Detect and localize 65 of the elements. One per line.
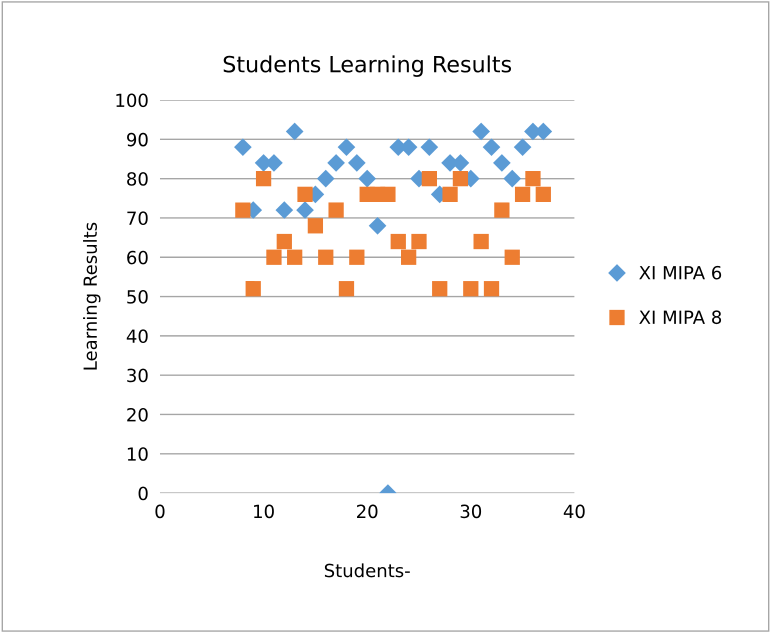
point: [358, 170, 376, 188]
point: [246, 281, 261, 296]
point: [420, 138, 438, 156]
point: [338, 281, 354, 296]
point: [349, 250, 364, 265]
x-tick-label: 0: [155, 504, 165, 518]
point: [474, 234, 489, 250]
y-axis-title: Learning Results: [83, 222, 101, 370]
point: [400, 250, 416, 265]
y-tick-label: 70: [127, 211, 148, 226]
point: [234, 138, 252, 156]
y-tick-label: 50: [127, 290, 148, 304]
point: [256, 170, 272, 186]
point: [338, 138, 356, 156]
x-tick-label: 40: [564, 504, 585, 518]
point: [235, 202, 251, 218]
point: [422, 170, 437, 186]
y-tick-label: 80: [127, 172, 148, 186]
point: [482, 138, 500, 156]
y-tick-label: 90: [127, 132, 148, 146]
point: [287, 250, 302, 265]
point: [514, 138, 532, 156]
point: [493, 154, 511, 172]
point: [504, 250, 520, 265]
legend-label: XI MIPA 8: [639, 310, 722, 324]
point: [442, 186, 458, 202]
y-tick-label: 0: [138, 486, 148, 500]
y-tick-label: 40: [126, 329, 148, 343]
point: [390, 234, 406, 250]
chart-title: Students Learning Results: [224, 55, 512, 77]
point: [327, 154, 345, 172]
x-tick-label: 20: [357, 504, 378, 518]
point: [308, 218, 324, 234]
y-tick-label: 10: [128, 447, 148, 461]
point: [472, 122, 490, 140]
point: [297, 186, 313, 202]
point: [484, 281, 500, 296]
point: [411, 234, 427, 250]
point: [296, 201, 314, 219]
y-tick-label: 30: [127, 368, 148, 382]
point: [368, 216, 386, 235]
x-tick-label: 10: [254, 504, 274, 518]
point: [328, 202, 344, 218]
legend-label: XI MIPA 6: [639, 266, 722, 280]
point: [463, 281, 478, 296]
point: [380, 186, 396, 202]
y-tick-label: 20: [127, 408, 148, 422]
x-axis-title: Students-: [324, 563, 410, 578]
x-tick-label: 30: [460, 504, 482, 518]
point: [452, 170, 468, 186]
point: [276, 234, 292, 250]
point: [503, 170, 522, 188]
point: [432, 281, 448, 296]
point: [318, 250, 334, 265]
point: [494, 202, 510, 218]
point: [316, 170, 335, 188]
point: [266, 250, 282, 265]
point: [286, 122, 304, 140]
y-tick-label: 100: [116, 93, 148, 108]
point: [525, 170, 541, 186]
point: [275, 201, 294, 219]
point: [536, 186, 551, 202]
point: [514, 186, 530, 202]
point: [348, 154, 366, 172]
y-tick-label: 60: [127, 250, 148, 264]
